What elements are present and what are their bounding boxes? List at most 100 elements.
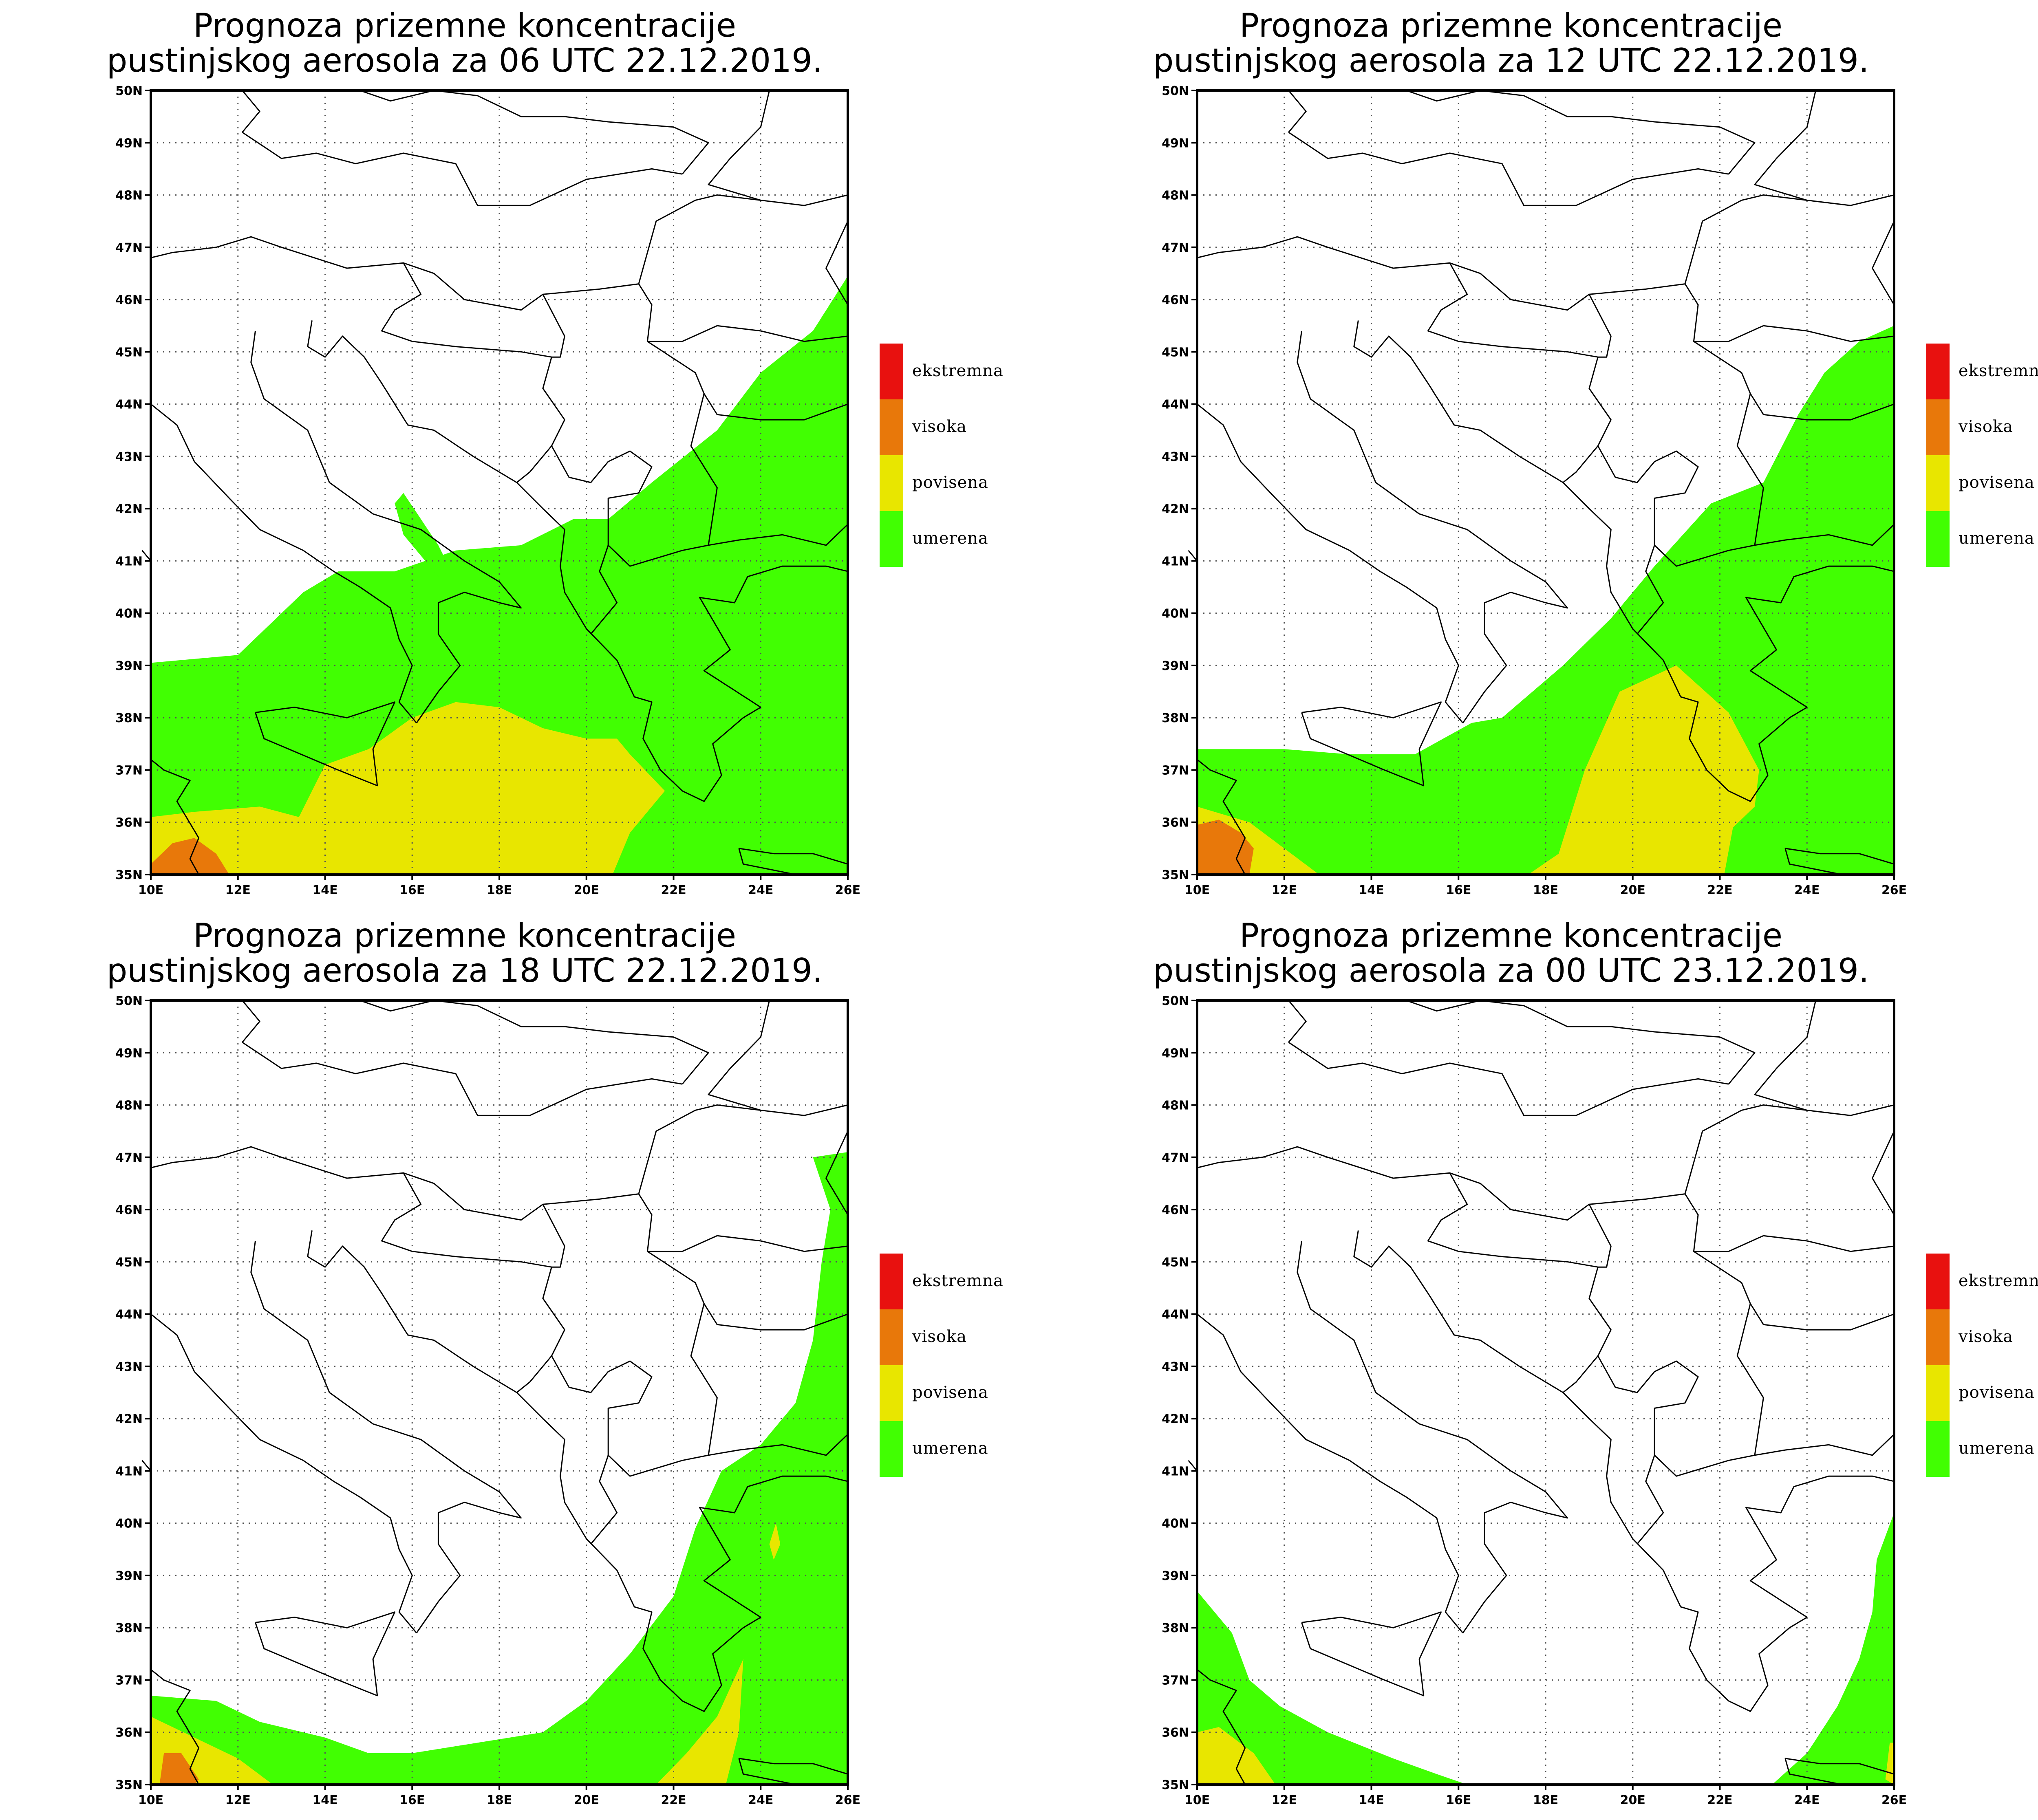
legend-label: visoka: [912, 417, 967, 436]
border-line: [242, 1000, 260, 1043]
legend-label: povisena: [912, 1383, 988, 1402]
legend-swatch: [880, 511, 903, 567]
border-line: [360, 1000, 709, 1085]
panel-title: Prognoza prizemne koncentracije pustinjs…: [1112, 8, 1910, 78]
border-line: [255, 701, 395, 787]
lon-tick-label: 12E: [225, 883, 251, 897]
lon-tick-label: 22E: [661, 1793, 686, 1807]
legend-label: umerena: [1959, 1439, 2035, 1458]
legend-label: povisena: [1959, 1383, 2035, 1402]
legend-swatch: [880, 399, 903, 455]
legend: ekstremna visoka povisena umerena: [880, 1254, 1003, 1477]
border-line: [1288, 1042, 1729, 1116]
legend-label: ekstremna: [1959, 1271, 2038, 1290]
lat-tick-label: 40N: [115, 607, 143, 621]
border-line: [1301, 1611, 1442, 1697]
legend-swatch: [880, 1365, 903, 1421]
lon-tick-label: 12E: [1272, 1793, 1297, 1807]
lat-tick-label: 49N: [1162, 1046, 1189, 1060]
lat-tick-label: 45N: [115, 1255, 143, 1269]
concentration-area: [151, 838, 229, 875]
lon-tick-label: 18E: [1533, 1793, 1558, 1807]
lat-tick-label: 41N: [1162, 1464, 1189, 1478]
lat-tick-label: 46N: [1162, 293, 1189, 307]
border-line: [150, 194, 848, 311]
lon-tick-label: 22E: [661, 883, 686, 897]
border-line: [1588, 294, 1612, 358]
lat-tick-label: 48N: [1162, 1099, 1189, 1113]
border-line: [1427, 1172, 1612, 1393]
legend-swatch: [880, 1309, 903, 1365]
concentration-area: [1772, 1513, 1894, 1785]
lat-tick-label: 48N: [115, 189, 143, 203]
lat-tick-label: 48N: [1162, 189, 1189, 203]
border-line: [250, 331, 522, 723]
concentration-area: [1197, 820, 1254, 875]
border-line: [1754, 90, 1817, 201]
border-line: [1197, 1104, 1895, 1221]
lon-tick-label: 12E: [1272, 883, 1297, 897]
lon-tick-label: 16E: [1446, 1793, 1471, 1807]
border-line: [1754, 1434, 1895, 1456]
lat-tick-label: 41N: [1162, 554, 1189, 568]
border-line: [1406, 90, 1756, 175]
concentration-area: [151, 276, 848, 875]
concentration-area: [1197, 1591, 1467, 1785]
border-line: [1197, 1313, 1464, 1633]
legend-label: ekstremna: [1959, 361, 2038, 380]
title-line-1: Prognoza prizemne koncentracije: [193, 7, 737, 44]
lon-tick-label: 18E: [487, 883, 512, 897]
border-line: [1872, 1131, 1895, 1215]
border-line: [1637, 1455, 1664, 1545]
border-line: [708, 524, 849, 546]
title-line-1: Prognoza prizemne koncentracije: [1239, 917, 1783, 954]
border-line: [1406, 1000, 1756, 1085]
lat-tick-label: 50N: [1162, 994, 1189, 1008]
lat-tick-label: 35N: [1162, 868, 1189, 882]
border-line: [1197, 1669, 1246, 1785]
lat-tick-label: 37N: [1162, 763, 1189, 778]
title-line-2: pustinjskog aerosola za 18 UTC 22.12.201…: [106, 952, 823, 989]
lat-tick-label: 39N: [115, 659, 143, 673]
border-line: [647, 1235, 848, 1252]
lat-tick-label: 38N: [115, 711, 143, 725]
border-line: [1754, 1000, 1817, 1111]
lat-tick-label: 37N: [115, 1673, 143, 1688]
border-line: [1297, 1241, 1568, 1633]
concentration-area: [151, 1659, 743, 1785]
lat-tick-label: 49N: [1162, 136, 1189, 150]
lat-tick-label: 41N: [115, 1464, 143, 1478]
gridlines: [1197, 90, 1894, 875]
lon-tick-label: 14E: [312, 1793, 337, 1807]
lat-tick-label: 36N: [1162, 816, 1189, 830]
lat-tick-label: 42N: [1162, 502, 1189, 516]
border-line: [150, 1313, 417, 1633]
legend-swatch: [1926, 1365, 1950, 1421]
lat-tick-label: 43N: [115, 1360, 143, 1374]
legend-label: povisena: [912, 473, 988, 492]
map-plot: 10E 12E 14E 16E 18E 20E 22E 24E 26E 35N 36N 37N 38N 3…: [115, 84, 1003, 897]
lat-tick-label: 45N: [1162, 1255, 1189, 1269]
lat-tick-label: 43N: [115, 450, 143, 464]
concentration-area: [1885, 1743, 1894, 1785]
lon-tick-label: 24E: [1794, 883, 1820, 897]
border-line: [1197, 194, 1895, 311]
border-line: [1197, 759, 1246, 875]
legend-label: visoka: [912, 1327, 967, 1346]
lat-tick-label: 49N: [115, 136, 143, 150]
border-line: [1353, 1230, 1895, 1712]
legend-swatch: [880, 1421, 903, 1477]
lat-tick-label: 47N: [115, 241, 143, 255]
concentration-area: [769, 1523, 781, 1560]
lon-tick-label: 14E: [1359, 883, 1384, 897]
coastlines-borders: [141, 1000, 849, 1785]
border-line: [150, 403, 417, 723]
border-line: [150, 759, 200, 875]
panel-title: Prognoza prizemne koncentracije pustinjs…: [1112, 918, 1910, 988]
lon-tick-label: 22E: [1707, 883, 1732, 897]
legend-label: umerena: [912, 1439, 988, 1458]
lat-tick-label: 48N: [115, 1099, 143, 1113]
gridlines: [151, 1000, 848, 1785]
map-area: [141, 1000, 849, 1785]
border-line: [1694, 1235, 1895, 1252]
